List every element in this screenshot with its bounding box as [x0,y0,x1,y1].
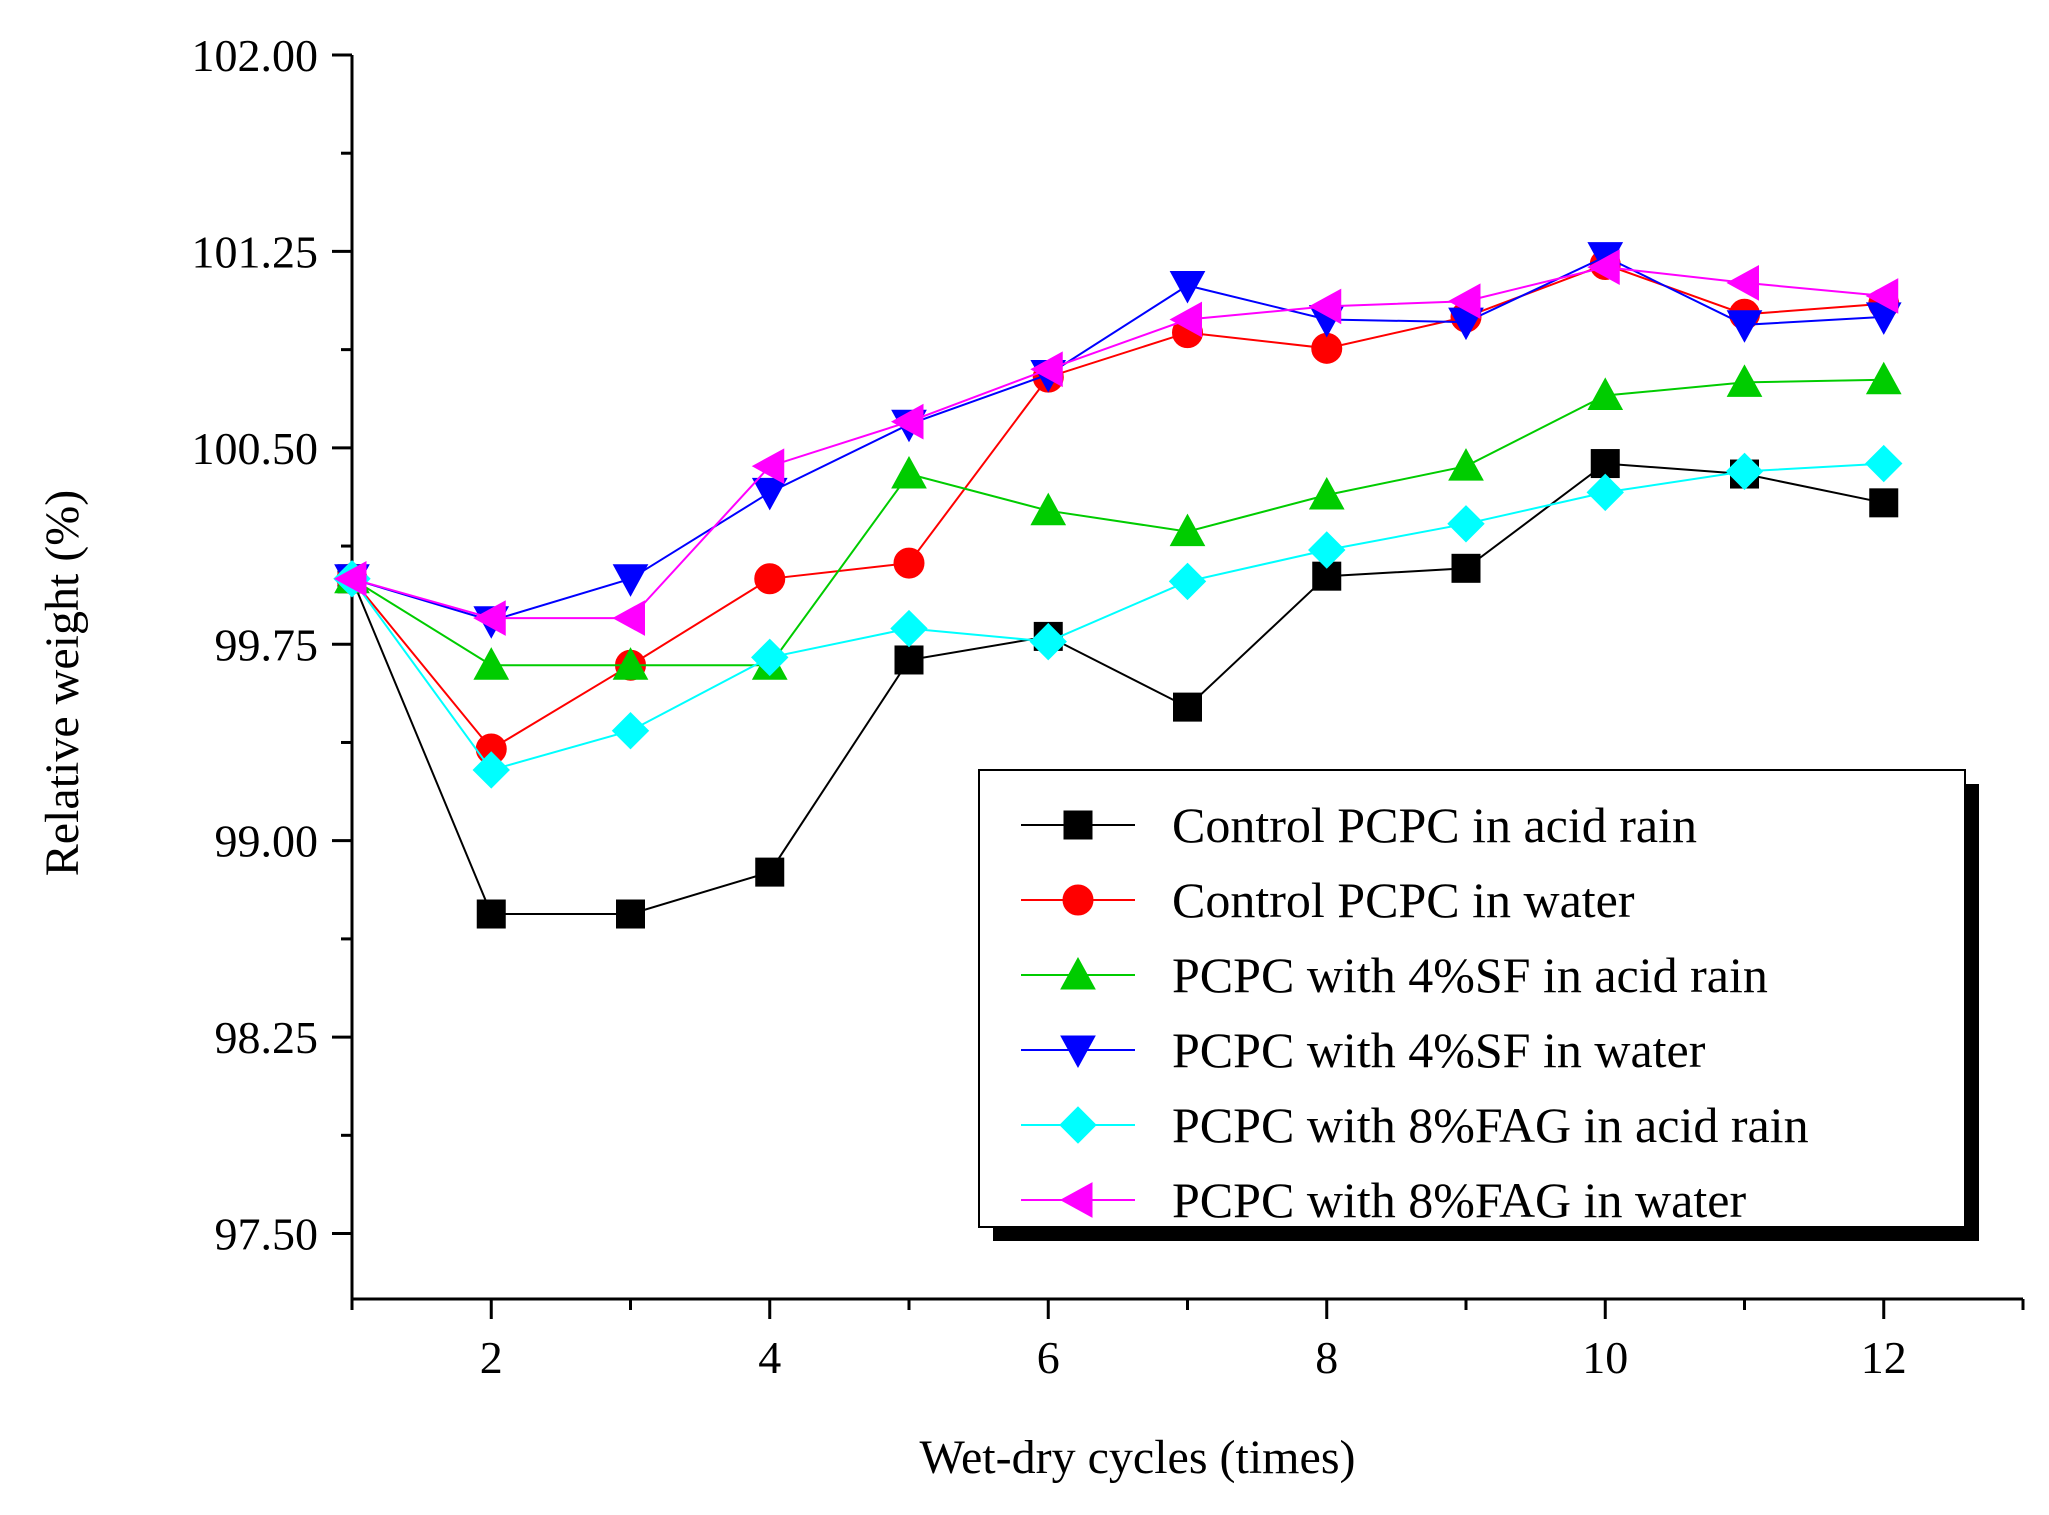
data-point [1451,553,1481,583]
x-tick-label: 6 [1037,1332,1060,1383]
legend-item: PCPC with 8%FAG in water [1021,1172,1746,1228]
data-point [1726,364,1763,397]
data-point [611,711,650,750]
data-point [1030,351,1063,388]
legend-label: PCPC with 8%FAG in water [1172,1172,1746,1228]
y-tick-label: 102.00 [192,30,319,81]
series-3 [334,361,1902,680]
data-point [1587,377,1624,410]
x-tick-label: 2 [480,1332,503,1383]
data-point [751,638,789,677]
legend-label: Control PCPC in water [1172,872,1635,928]
series-line [351,255,1884,622]
legend-item: Control PCPC in acid rain [1021,797,1697,853]
data-point [751,448,785,485]
series-5 [333,444,1903,789]
data-point [472,751,510,789]
data-point [612,564,649,597]
y-tick-label: 97.50 [215,1209,319,1260]
y-tick-label: 100.50 [192,423,319,474]
series-line [351,462,1884,772]
data-point [1030,492,1067,526]
data-point [1586,473,1624,512]
data-point [1308,476,1345,510]
data-point [1169,270,1206,304]
y-tick-label: 101.25 [192,226,319,277]
legend-marker [1059,1182,1093,1218]
data-point [890,609,928,648]
legend-label: PCPC with 4%SF in water [1172,1022,1706,1078]
x-tick-label: 4 [758,1332,781,1383]
series-1 [337,449,1899,929]
data-point [893,547,925,579]
x-axis-title: Wet-dry cycles (times) [920,1431,1356,1484]
data-point [894,645,924,675]
series-6 [333,249,1899,636]
data-point [1168,562,1207,601]
x-tick-label: 12 [1861,1332,1907,1383]
axes: 97.50 98.25 99.00 99.75 100.50 101.25 102.00 2 4… [192,30,2025,1383]
data-point [612,647,649,680]
legend-label: PCPC with 4%SF in acid rain [1172,947,1768,1003]
data-point [616,899,645,929]
series-2 [336,249,1900,765]
data-point [1311,332,1343,364]
legend-box [978,769,1966,1228]
legend-marker [1059,1106,1097,1144]
series-line [351,462,1885,915]
y-tick-label: 99.75 [215,619,319,670]
data-point [1169,513,1206,547]
data-point [473,600,506,636]
data-point [1308,288,1342,325]
legend-label: Control PCPC in acid rain [1172,797,1697,853]
data-point [1725,452,1764,491]
data-point [891,455,927,489]
data-point [473,647,510,680]
data-point [612,600,645,636]
data-point [1590,449,1620,479]
data-point [1869,488,1899,518]
legend-item: PCPC with 4%SF in acid rain [1021,947,1768,1003]
y-axis-title: Relative weight (%) [36,490,89,877]
data-point [1587,249,1620,285]
data-point [1029,622,1067,661]
legend-label: PCPC with 8%FAG in acid rain [1172,1097,1809,1153]
legend-item: PCPC with 8%FAG in acid rain [1021,1097,1809,1153]
series-line [351,378,1884,667]
data-point [1447,505,1485,543]
data-point [1865,361,1902,395]
y-tick-label: 99.00 [215,816,319,867]
data-point [1865,444,1903,483]
legend-marker [1063,810,1093,840]
data-point [1448,448,1484,481]
legend-item: PCPC with 4%SF in water [1021,1022,1706,1078]
series [333,242,1903,929]
series-line [351,263,1884,751]
data-point [890,403,924,440]
data-point [751,477,788,511]
x-tick-label: 10 [1582,1332,1628,1383]
data-point [754,563,786,595]
data-point [1726,265,1759,301]
series-line [351,266,1884,620]
data-point [476,899,506,929]
data-point [1169,301,1202,338]
data-point [755,857,785,887]
series-4 [334,242,1902,639]
legend-marker [1062,884,1094,916]
legend-marker [1060,956,1096,990]
data-point [1308,531,1346,569]
data-point [1726,310,1763,343]
data-point [1447,283,1481,320]
data-point [1865,278,1899,314]
x-tick-label: 8 [1315,1332,1338,1383]
data-point [1173,692,1202,722]
legend-marker [1060,1035,1096,1069]
legend-item: Control PCPC in water [1021,872,1635,928]
data-point [333,560,367,597]
legend: Control PCPC in acid rain Control PCPC in… [978,769,1979,1241]
y-tick-label: 98.25 [215,1012,319,1063]
